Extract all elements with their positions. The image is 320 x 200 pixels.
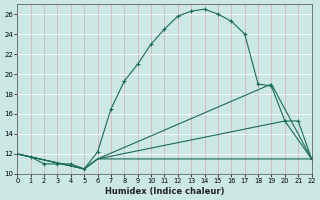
X-axis label: Humidex (Indice chaleur): Humidex (Indice chaleur) bbox=[105, 187, 224, 196]
